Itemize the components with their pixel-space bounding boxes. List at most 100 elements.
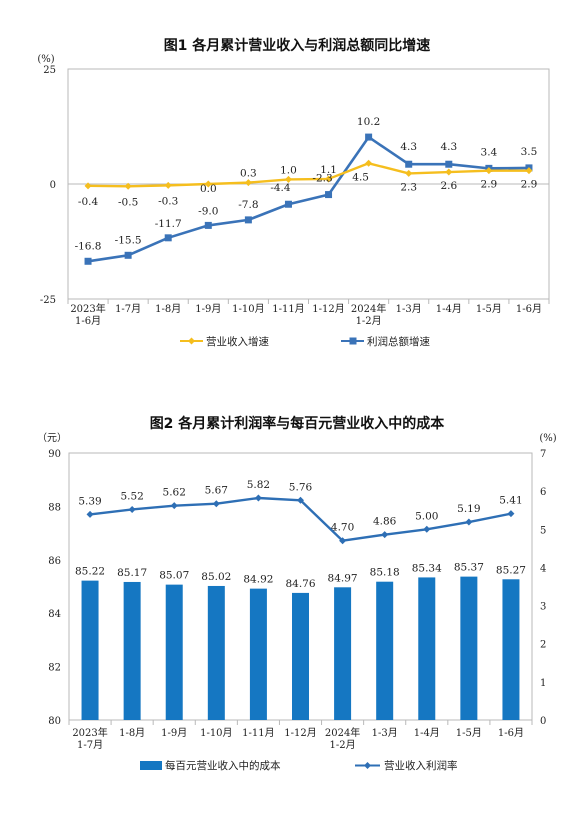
left-y-tick-label: 86 — [48, 556, 61, 567]
cost-bar — [207, 585, 225, 720]
series-line-profit — [87, 135, 529, 263]
profit-point — [124, 251, 132, 259]
x-tick-label: 2024年 1-2月 — [325, 726, 360, 751]
right-y-tick-label: 4 — [540, 563, 546, 574]
x-tick-label: 1-6月 — [516, 303, 542, 315]
margin-point — [254, 494, 262, 502]
profit-point — [445, 160, 453, 168]
right-y-tick-label: 5 — [540, 525, 546, 536]
y-tick-label: 0 — [50, 180, 56, 191]
cost-data-label: 84.92 — [243, 574, 273, 586]
x-tick-label: 1-5月 — [476, 303, 502, 315]
profit-data-label: 4.3 — [440, 141, 457, 153]
profit-point — [164, 234, 172, 242]
revenue-data-label: -0.4 — [78, 196, 99, 208]
profit-data-label: 4.3 — [400, 141, 417, 153]
x-tick-label: 1-12月 — [312, 303, 344, 315]
cost-data-label: 84.97 — [328, 572, 358, 584]
chart-1-axes: -25 0 25 2023年 1-6月 1-7月 1-8月 1-9月 1-10月 1-11月 1-1… — [40, 65, 550, 327]
chart-1-legend: 营业收入增速 利润总额增速 — [180, 335, 430, 348]
legend-cost-label: 每百元营业收入中的成本 — [165, 759, 281, 772]
chart-2-left-unit: （元） — [37, 432, 67, 444]
x-tick-label: 1-7月 — [115, 303, 141, 315]
revenue-data-label: -0.3 — [158, 195, 178, 207]
cost-data-label: 85.37 — [454, 562, 484, 574]
x-tick-label: 2023年 1-6月 — [70, 302, 105, 327]
chart-2-line-series: 5.39 5.52 5.62 5.67 5.82 5.76 4.70 4.86 5.00 5.19… — [78, 479, 523, 545]
cost-bar — [334, 587, 352, 720]
margin-point — [86, 510, 94, 518]
cost-data-label: 85.07 — [159, 570, 189, 582]
x-tick-label: 1-11月 — [242, 727, 274, 739]
cost-bar — [165, 584, 183, 720]
x-tick-label: 1-10月 — [200, 727, 232, 739]
revenue-point — [525, 167, 533, 175]
cost-data-label: 85.27 — [496, 564, 526, 576]
margin-data-label: 5.82 — [247, 479, 270, 491]
x-tick-label: 1-12月 — [284, 727, 316, 739]
right-y-tick-label: 7 — [540, 449, 546, 460]
margin-data-label: 5.76 — [289, 481, 313, 493]
chart-2: 图2 各月累计利润率与每百元营业收入中的成本 （元） (%) 808284868… — [37, 415, 557, 772]
chart-1-series: -0.4 -0.5 -0.3 0.0 0.3 1.0 1.1 4.5 2.3 2.6 2.9 2.9 -… — [75, 116, 538, 265]
cost-bar — [376, 581, 394, 720]
revenue-point — [405, 169, 413, 177]
x-tick-label: 1-5月 — [456, 727, 482, 739]
revenue-data-label: 2.3 — [400, 181, 417, 193]
x-tick-label: 1-6月 — [498, 727, 524, 739]
profit-data-label: -15.5 — [115, 234, 142, 246]
profit-point — [84, 257, 92, 265]
margin-data-label: 5.39 — [78, 495, 101, 507]
revenue-point — [244, 179, 252, 187]
revenue-point — [284, 175, 292, 183]
revenue-data-label: 1.0 — [280, 164, 297, 176]
revenue-point — [485, 167, 493, 175]
chart-2-right-unit: (%) — [539, 433, 556, 444]
cost-data-label: 85.22 — [75, 566, 105, 578]
revenue-data-label: 2.9 — [481, 179, 498, 191]
margin-point — [339, 537, 347, 545]
revenue-point — [325, 175, 333, 183]
cost-bar — [81, 580, 99, 720]
legend-cost-swatch-icon — [140, 761, 162, 770]
legend-profit-marker-icon — [349, 337, 357, 345]
margin-point — [423, 525, 431, 533]
chart-1: 图1 各月累计营业收入与利润总额同比增速 (%) -25 0 25 2023年 1-6月… — [37, 37, 550, 348]
cost-bar — [418, 577, 436, 720]
right-y-tick-label: 2 — [540, 640, 546, 651]
chart-2-legend: 每百元营业收入中的成本 营业收入利润率 — [140, 759, 458, 772]
profit-point — [405, 160, 413, 168]
margin-data-label: 4.86 — [373, 516, 397, 528]
cost-bar — [123, 581, 141, 720]
margin-point — [465, 518, 473, 526]
cost-data-label: 85.17 — [117, 567, 147, 579]
margin-point — [212, 500, 220, 508]
margin-data-label: 5.52 — [120, 490, 143, 502]
revenue-data-label: 4.5 — [352, 171, 369, 183]
right-y-tick-label: 1 — [540, 678, 546, 689]
profit-data-label: -4.4 — [270, 182, 291, 194]
chart-2-title: 图2 各月累计利润率与每百元营业收入中的成本 — [150, 415, 446, 432]
profit-point — [244, 216, 252, 224]
chart-1-title: 图1 各月累计营业收入与利润总额同比增速 — [164, 37, 431, 54]
margin-data-label: 5.00 — [415, 510, 438, 522]
margin-point — [170, 502, 178, 510]
profit-data-label: 3.4 — [481, 146, 498, 158]
legend-revenue-marker-icon — [188, 337, 195, 345]
revenue-data-label: 2.9 — [521, 179, 538, 191]
legend-profit-label: 利润总额增速 — [367, 335, 430, 348]
x-tick-label: 1-4月 — [414, 727, 440, 739]
profit-data-label: 10.2 — [357, 116, 380, 128]
x-tick-label: 1-9月 — [195, 303, 221, 315]
revenue-point — [84, 182, 92, 190]
profit-data-label: -7.8 — [238, 199, 258, 211]
series-line-revenue — [88, 162, 529, 188]
legend-margin-label: 营业收入利润率 — [384, 759, 458, 772]
x-tick-label: 1-3月 — [372, 727, 398, 739]
revenue-data-label: -0.5 — [118, 196, 138, 208]
profit-point — [325, 191, 333, 199]
profit-data-label: -11.7 — [155, 218, 182, 230]
revenue-point — [204, 180, 212, 188]
margin-data-label: 5.19 — [457, 503, 480, 515]
